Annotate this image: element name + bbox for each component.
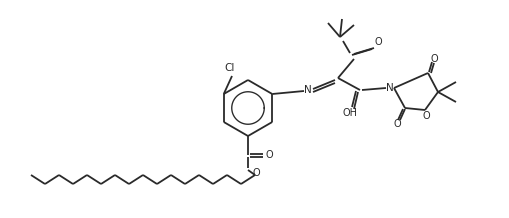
Text: O: O [374,37,382,47]
Text: OH: OH [343,108,357,118]
Text: O: O [430,54,438,64]
Text: Cl: Cl [225,63,235,73]
Text: N: N [304,85,312,95]
Text: O: O [265,150,273,160]
Text: O: O [422,111,430,121]
Text: O: O [393,119,401,129]
Text: N: N [386,83,394,93]
Text: O: O [252,168,260,178]
